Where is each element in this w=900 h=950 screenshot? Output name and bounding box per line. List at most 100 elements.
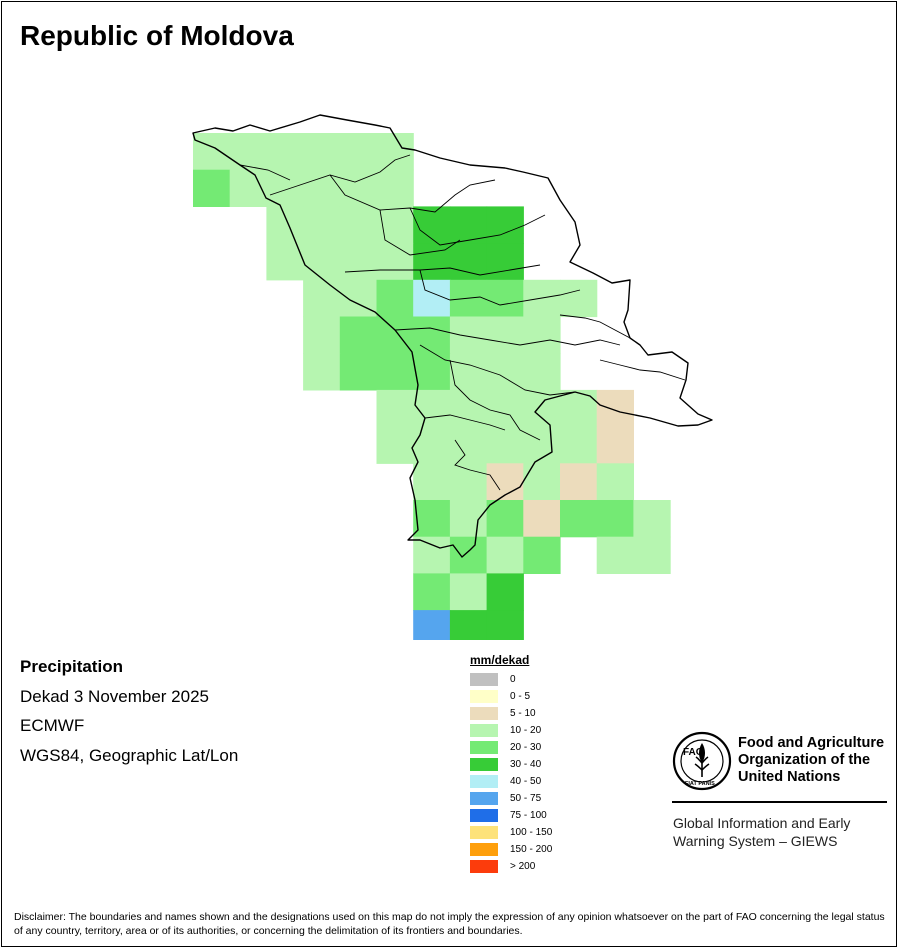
- fao-name-line: Food and Agriculture: [738, 735, 885, 751]
- legend-swatch: [470, 826, 498, 839]
- emblem-motto: FIAT PANIS: [685, 781, 715, 787]
- legend-swatch: [470, 741, 498, 754]
- grid-cell: [449, 610, 488, 640]
- legend-list: 0 0 - 5 5 - 10 10 - 20 20 - 30 30 - 40 40 - 50…: [470, 671, 552, 875]
- grid-cell: [486, 206, 524, 244]
- grid-cell: [560, 279, 598, 318]
- country-border: [192, 114, 713, 558]
- grid-cell: [413, 206, 451, 244]
- giews-line: Warning System – GIEWS: [673, 833, 838, 849]
- legend-item: 50 - 75: [470, 790, 552, 807]
- boundary-line: [449, 359, 541, 441]
- grid-cell: [523, 389, 561, 428]
- legend-label: 30 - 40: [510, 759, 542, 770]
- district-boundaries: [239, 154, 686, 491]
- boundary-line: [409, 207, 546, 246]
- legend-swatch: [470, 809, 498, 822]
- grid-cell: [449, 243, 488, 281]
- boundary-line: [559, 314, 631, 339]
- grid-cell: [413, 389, 451, 428]
- grid-cell: [413, 500, 451, 538]
- grid-cell: [229, 133, 267, 171]
- grid-cell: [266, 243, 304, 281]
- grid-cell: [560, 389, 598, 428]
- grid-cell: [449, 426, 488, 464]
- legend-item: 150 - 200: [470, 841, 552, 858]
- legend-swatch: [470, 690, 498, 703]
- grid-cell: [376, 279, 414, 318]
- grid-cell: [376, 133, 414, 171]
- legend-label: 20 - 30: [510, 742, 542, 753]
- legend-label: 10 - 20: [510, 725, 542, 736]
- boundary-line: [454, 439, 501, 491]
- grid-cell: [303, 133, 341, 171]
- divider: [672, 801, 887, 803]
- grid-cell: [596, 463, 634, 501]
- grid-cell: [413, 353, 451, 391]
- grid-cell: [523, 500, 561, 538]
- legend-label: 150 - 200: [510, 844, 553, 855]
- grid-cell: [339, 133, 378, 171]
- grid-cell: [633, 500, 671, 538]
- grid-cell: [339, 353, 378, 391]
- grid-cell: [303, 353, 341, 391]
- grid-cell: [486, 536, 524, 574]
- grid-cell: [523, 353, 561, 391]
- grid-cell: [449, 536, 488, 574]
- legend-label: 100 - 150: [510, 827, 553, 838]
- legend-swatch: [470, 758, 498, 771]
- fao-name-line: United Nations: [738, 769, 841, 785]
- grid-cell: [376, 389, 414, 428]
- legend-item: 0 - 5: [470, 688, 552, 705]
- grid-cell: [486, 279, 524, 318]
- grid-cell: [413, 316, 451, 354]
- grid-cell: [486, 243, 524, 281]
- grid-cell: [633, 536, 671, 574]
- grid-cell: [523, 316, 561, 354]
- grid-cell: [303, 279, 341, 318]
- grid-cell: [339, 279, 378, 318]
- grid-cell: [523, 463, 561, 501]
- grid-cell: [376, 353, 414, 391]
- legend-item: 20 - 30: [470, 739, 552, 756]
- grid-cell: [486, 573, 524, 611]
- legend-title: mm/dekad: [470, 653, 530, 667]
- grid-cell: [413, 536, 451, 574]
- boundary-line: [419, 269, 581, 306]
- grid-cell: [596, 536, 634, 574]
- grid-cell: [596, 426, 634, 464]
- grid-cell: [449, 316, 488, 354]
- boundary-line: [599, 359, 686, 381]
- legend-swatch: [470, 724, 498, 737]
- precipitation-grid: [193, 133, 671, 640]
- grid-cell: [560, 426, 598, 464]
- grid-cell: [486, 426, 524, 464]
- grid-cell: [596, 500, 634, 538]
- grid-cell: [303, 316, 341, 354]
- legend-item: 10 - 20: [470, 722, 552, 739]
- grid-cell: [413, 279, 451, 318]
- map-info: Precipitation Dekad 3 November 2025 ECMW…: [20, 656, 238, 774]
- source-label: ECMWF: [20, 716, 85, 735]
- giews-label: Global Information and Early Warning Sys…: [673, 814, 850, 850]
- legend-item: 5 - 10: [470, 705, 552, 722]
- grid-cell: [523, 536, 561, 574]
- legend-swatch: [470, 673, 498, 686]
- legend-label: 75 - 100: [510, 810, 547, 821]
- legend-swatch: [470, 792, 498, 805]
- grid-cell: [486, 500, 524, 538]
- grid-cell: [193, 133, 231, 171]
- grid-cell: [486, 316, 524, 354]
- grid-cell: [266, 133, 304, 171]
- legend-item: > 200: [470, 858, 552, 875]
- grid-cell: [339, 316, 378, 354]
- grid-cell: [339, 206, 378, 244]
- moldova-border: [192, 114, 713, 558]
- grid-cell: [449, 573, 488, 611]
- fao-name-line: Organization of the: [738, 752, 871, 768]
- legend-swatch: [470, 775, 498, 788]
- grid-cell: [486, 353, 524, 391]
- grid-cell: [413, 243, 451, 281]
- grid-cell: [449, 353, 488, 391]
